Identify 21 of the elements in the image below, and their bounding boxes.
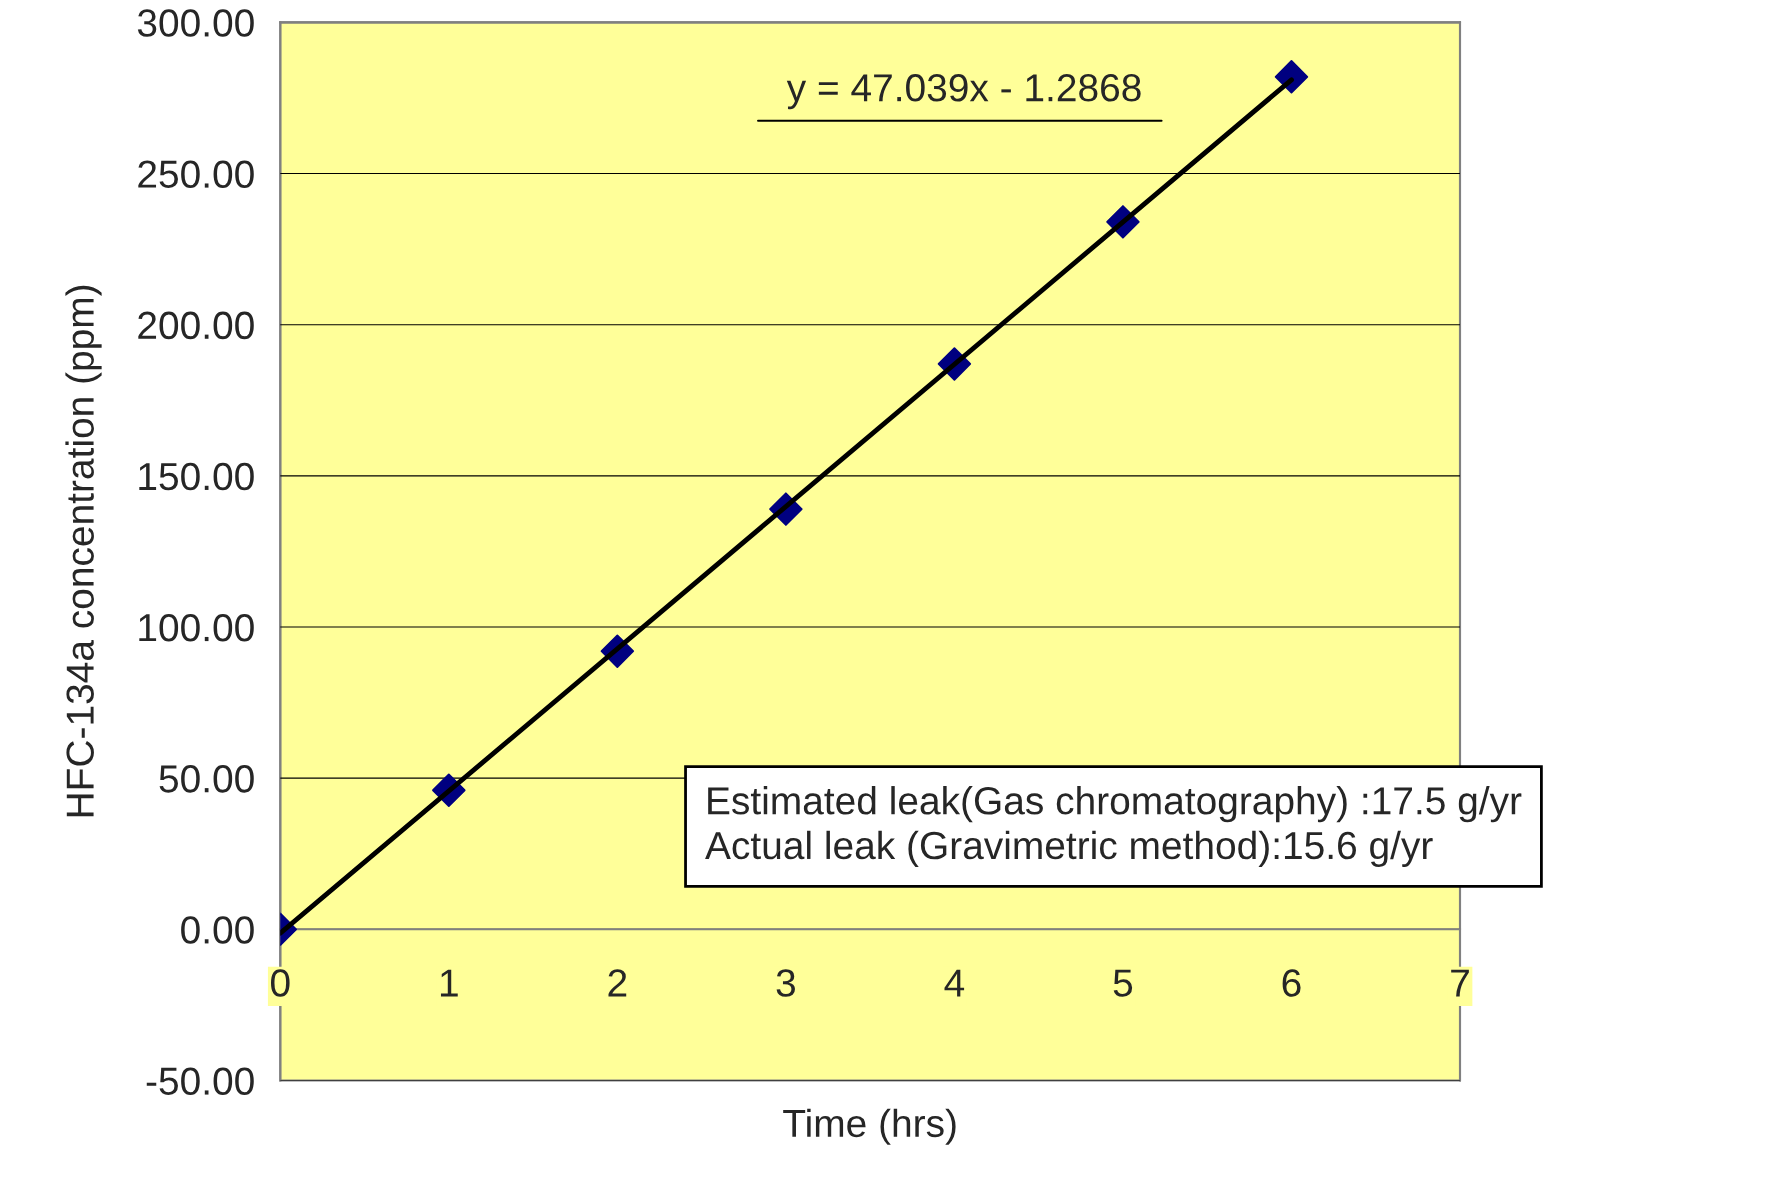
- x-tick-label: 4: [944, 969, 965, 997]
- y-tick-label: 150.00: [139, 462, 254, 491]
- x-tick-label: 6: [1282, 969, 1301, 997]
- x-axis-title: Time (hrs): [783, 1108, 956, 1145]
- annotation: Estimated leak(Gas chromatography) :17.5 g/yr: [708, 786, 1522, 823]
- annotation: Actual leak (Gravimetric method):15.6 g/yr: [705, 830, 1433, 868]
- y-tick-label: -50.00: [146, 1067, 254, 1095]
- y-tick-label: 200.00: [138, 311, 254, 340]
- y-tick-label: 0.00: [181, 916, 254, 944]
- y-tick-label: 300.00: [137, 9, 254, 37]
- x-tick-label: 3: [776, 969, 795, 997]
- x-tick-label: 1: [440, 969, 458, 997]
- y-tick-label: 100.00: [139, 613, 254, 642]
- x-tick-label: 5: [1113, 969, 1133, 997]
- y-tick-label: 250.00: [138, 160, 254, 188]
- x-tick-label: 0: [271, 969, 290, 997]
- x-tick-label: 2: [608, 969, 627, 997]
- annotation: y = 47.039x - 1.2868: [786, 74, 1141, 110]
- y-axis-title: HFC-134a concentration (ppm): [65, 285, 102, 817]
- y-tick-label: 50.00: [159, 765, 254, 793]
- x-tick-label: 7: [1451, 969, 1469, 997]
